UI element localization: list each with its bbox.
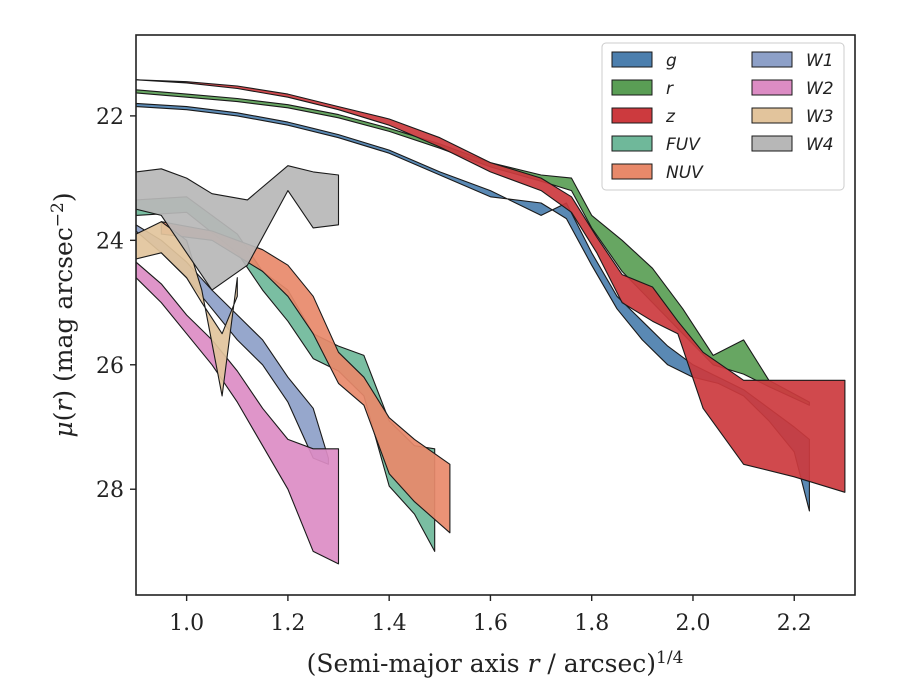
y-tick-label: 26: [96, 354, 124, 379]
legend-label-r: r: [666, 79, 674, 99]
legend-swatch-g: [611, 51, 653, 68]
band-nuv: [160, 221, 451, 534]
y-tick-label: 28: [96, 478, 124, 503]
legend-label-nuv: NUV: [666, 163, 704, 183]
legend-label-g: g: [666, 51, 677, 71]
x-tick-label: 1.4: [372, 611, 407, 636]
legend-label-w2: W2: [806, 79, 834, 99]
band-w4: [136, 165, 340, 291]
plot-frame: [135, 34, 856, 596]
legend: grz FUV NUV W1 W2 W3 W4: [601, 42, 845, 191]
legend-label-w1: W1: [806, 51, 834, 71]
x-tick-label: 1.8: [574, 611, 609, 636]
x-tick-label: 1.2: [270, 611, 305, 636]
legend-swatch-w4: [751, 135, 793, 152]
x-tick-label: 1.0: [169, 611, 204, 636]
legend-label-w3: W3: [806, 107, 834, 127]
y-axis-ticks: 22 24 26 28: [96, 105, 136, 503]
band-series-group: [136, 79, 846, 565]
legend-label-w4: W4: [806, 135, 834, 155]
x-tick-label: 2.0: [675, 611, 710, 636]
y-axis-title: μ(r) (mag arcsec−2): [48, 192, 78, 437]
band-g: [136, 102, 810, 512]
legend-swatch-w2: [751, 79, 793, 96]
legend-label-fuv: FUV: [666, 135, 701, 155]
x-axis-title: (Semi-major axis r / arcsec)1/4: [307, 648, 684, 678]
y-tick-label: 24: [96, 229, 124, 254]
y-tick-label: 22: [96, 105, 124, 130]
legend-swatch-fuv: [611, 135, 653, 152]
legend-swatch-w3: [751, 107, 793, 124]
band-z: [136, 79, 846, 493]
x-tick-label: 2.2: [777, 611, 812, 636]
legend-swatch-w1: [751, 51, 793, 68]
legend-swatch-z: [611, 107, 653, 124]
legend-swatch-nuv: [611, 163, 653, 180]
legend-label-z: z: [665, 107, 676, 127]
x-axis-ticks: 1.0 1.2 1.4 1.6 1.8 2.0 2.2: [169, 595, 812, 636]
legend-swatch-r: [611, 79, 653, 96]
x-tick-label: 1.6: [473, 611, 508, 636]
